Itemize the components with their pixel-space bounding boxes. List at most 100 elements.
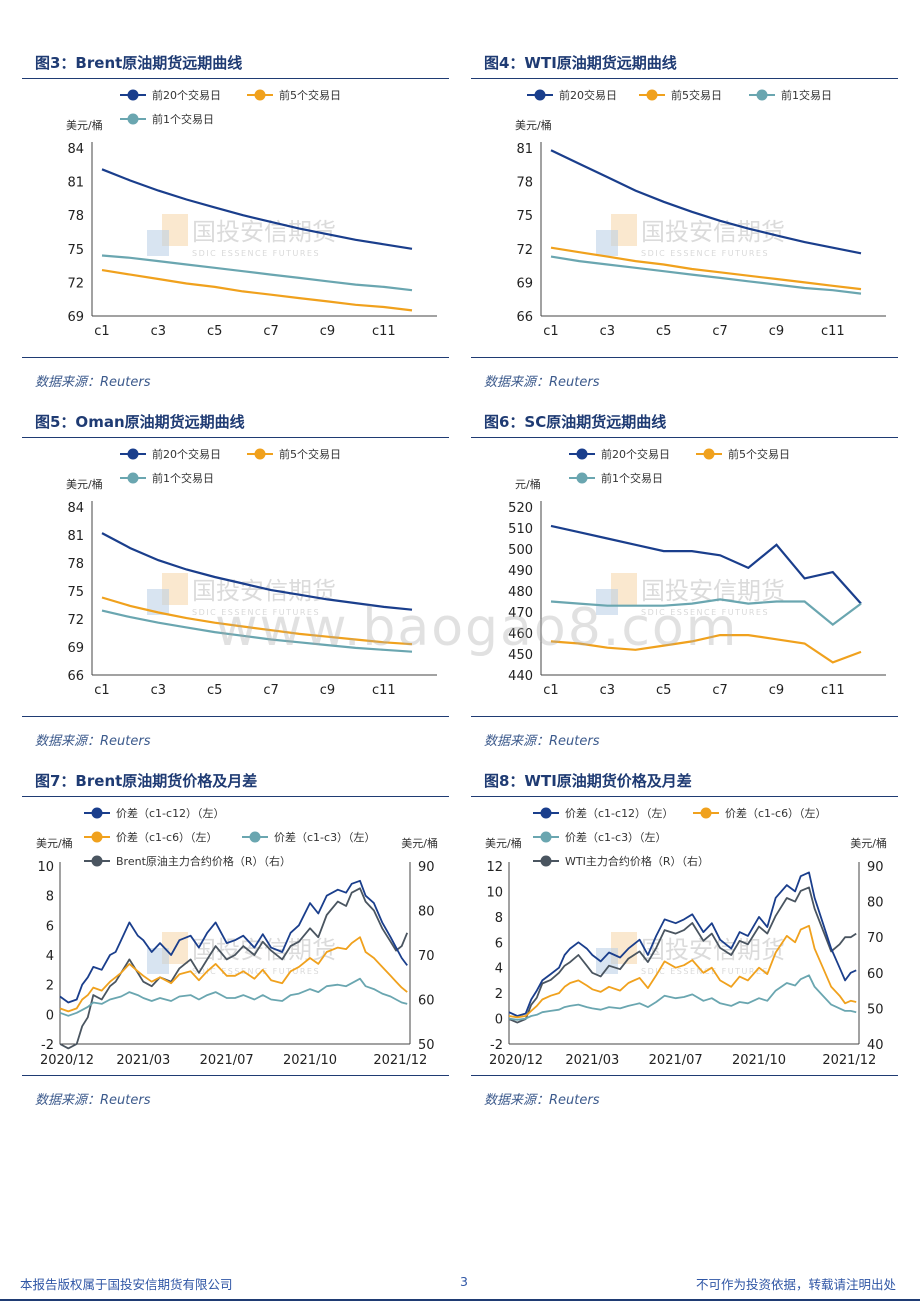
x-tick-label: c5 xyxy=(656,683,671,698)
chart-title-fig8: 图8：WTI原油期货价格及月差 xyxy=(484,772,692,790)
legend-marker xyxy=(91,807,103,819)
x-tick-label: 2021/03 xyxy=(565,1053,619,1068)
series-line xyxy=(508,924,857,1019)
y-tick-label-right: 60 xyxy=(418,994,435,1009)
legend-label: 价差（c1-c12）（左） xyxy=(565,806,674,820)
series-line xyxy=(508,974,857,1021)
watermark-logo-block xyxy=(596,230,618,256)
series-line xyxy=(101,596,413,646)
y-axis-unit-right: 美元/桶 xyxy=(850,836,887,850)
y-tick-label: 81 xyxy=(67,529,84,544)
watermark-subtext: SDIC ESSENCE FUTURES xyxy=(192,608,320,617)
legend-marker xyxy=(127,89,139,101)
watermark-text: 国投安信期货 xyxy=(192,577,336,605)
legend-marker xyxy=(540,831,552,843)
legend-marker xyxy=(254,89,266,101)
y-tick-label-right: 70 xyxy=(867,931,884,946)
legend-label: 价差（c1-c6）（左） xyxy=(725,806,827,820)
x-tick-label: c5 xyxy=(656,324,671,339)
x-tick-label: 2021/07 xyxy=(649,1053,703,1068)
y-tick-label-left: 0 xyxy=(46,1008,54,1023)
series-line xyxy=(550,634,862,664)
y-tick-label-left: 2 xyxy=(495,987,503,1002)
y-tick-label: 78 xyxy=(67,557,84,572)
legend-label: 前20个交易日 xyxy=(152,88,221,102)
bottom-rule xyxy=(22,1075,449,1076)
y-axis-unit: 美元/桶 xyxy=(515,118,552,132)
legend-marker xyxy=(540,855,552,867)
x-tick-label: c9 xyxy=(320,324,335,339)
y-tick-label-left: 6 xyxy=(46,919,54,934)
legend-marker xyxy=(254,448,266,460)
y-tick-label: 490 xyxy=(508,564,533,579)
x-tick-label: c1 xyxy=(94,324,109,339)
y-tick-label-right: 90 xyxy=(418,860,435,875)
watermark-subtext: SDIC ESSENCE FUTURES xyxy=(192,967,320,976)
watermark-logo-block xyxy=(147,230,169,256)
legend-marker xyxy=(703,448,715,460)
site-watermark: www.baogao8.com xyxy=(215,598,739,658)
x-tick-label: 2021/10 xyxy=(732,1053,786,1068)
legend-marker xyxy=(576,472,588,484)
watermark-logo-block xyxy=(596,589,618,615)
y-tick-label-right: 50 xyxy=(867,1002,884,1017)
y-tick-label: 480 xyxy=(508,585,533,600)
bottom-rule xyxy=(22,357,449,358)
y-tick-label: 460 xyxy=(508,627,533,642)
y-tick-label: 75 xyxy=(67,243,84,258)
y-tick-label-right: 50 xyxy=(418,1038,435,1053)
page-bottom-rule xyxy=(0,1299,920,1301)
y-tick-label: 81 xyxy=(516,142,533,157)
bottom-rule xyxy=(471,357,898,358)
legend-label: 价差（c1-c3）（左） xyxy=(274,830,376,844)
legend-label: 前1个交易日 xyxy=(152,471,214,485)
chart-title-fig6: 图6：SC原油期货远期曲线 xyxy=(484,413,667,431)
x-tick-label: c9 xyxy=(769,324,784,339)
y-tick-label: 500 xyxy=(508,543,533,558)
x-tick-label: c11 xyxy=(372,683,396,698)
legend-label: 前5个交易日 xyxy=(728,447,790,461)
legend-marker xyxy=(756,89,768,101)
series-line xyxy=(508,871,857,1017)
y-tick-label: 72 xyxy=(67,276,84,291)
x-tick-label: c3 xyxy=(151,683,166,698)
legend-marker xyxy=(534,89,546,101)
x-tick-label: c1 xyxy=(94,683,109,698)
y-tick-label-left: -2 xyxy=(490,1038,503,1053)
title-rule xyxy=(471,78,898,79)
x-tick-label: c3 xyxy=(151,324,166,339)
series-line xyxy=(508,886,857,1024)
y-tick-label: 81 xyxy=(67,176,84,191)
source-note-fig3: 数据来源：Reuters xyxy=(35,375,151,390)
legend-marker xyxy=(700,807,712,819)
series-line xyxy=(101,269,413,312)
y-tick-label-right: 60 xyxy=(867,967,884,982)
y-tick-label: 78 xyxy=(516,176,533,191)
legend-label: 前5个交易日 xyxy=(279,447,341,461)
y-tick-label: 75 xyxy=(516,209,533,224)
legend-label: 前5交易日 xyxy=(671,88,722,102)
legend-label: 前1交易日 xyxy=(781,88,832,102)
y-tick-label-left: 10 xyxy=(486,885,503,900)
series-line xyxy=(101,168,413,250)
series-line xyxy=(59,879,408,1004)
y-tick-label: 69 xyxy=(67,310,84,325)
x-tick-label: c11 xyxy=(821,683,845,698)
x-tick-label: 2020/12 xyxy=(40,1053,94,1068)
chart-title-fig3: 图3：Brent原油期货远期曲线 xyxy=(35,54,243,72)
x-tick-label: c9 xyxy=(769,683,784,698)
y-tick-label-left: 8 xyxy=(46,890,54,905)
legend-marker xyxy=(540,807,552,819)
legend-marker xyxy=(249,831,261,843)
x-tick-label: c7 xyxy=(712,324,727,339)
y-axis-unit: 美元/桶 xyxy=(66,118,103,132)
x-tick-label: c1 xyxy=(543,324,558,339)
legend-marker xyxy=(646,89,658,101)
y-tick-label-right: 80 xyxy=(418,905,435,920)
x-tick-label: 2021/03 xyxy=(116,1053,170,1068)
legend-label: 前5个交易日 xyxy=(279,88,341,102)
